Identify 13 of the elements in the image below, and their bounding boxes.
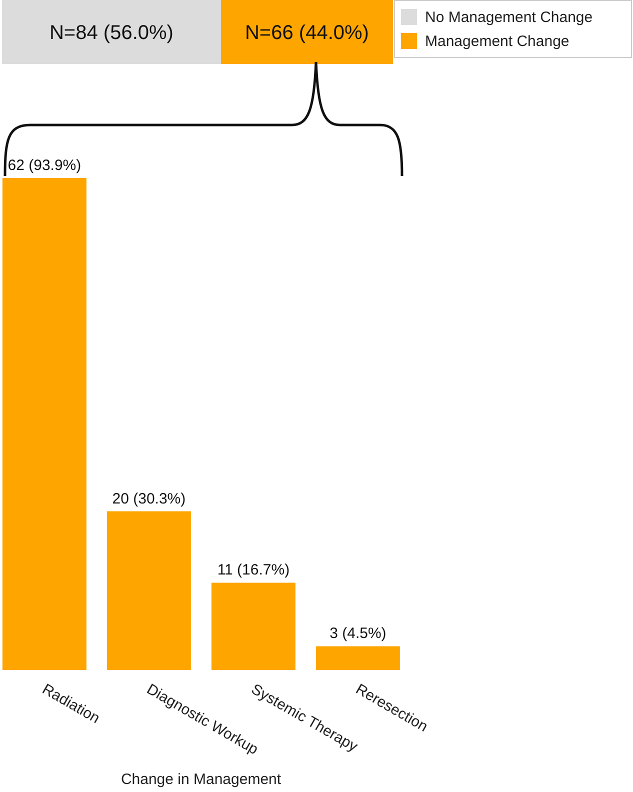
data-label: N=66 (44.0%) (244, 22, 369, 44)
legend-label: Management Change (425, 32, 570, 50)
data-label: 11 (16.7%) (217, 562, 290, 579)
bar (211, 582, 296, 670)
data-label: N=84 (56.0%) (49, 22, 174, 44)
bar (106, 511, 191, 670)
data-label: 3 (4.5%) (330, 625, 386, 642)
data-label: 62 (93.9%) (8, 157, 82, 174)
legend-label: No Management Change (425, 8, 593, 26)
x-axis-title: Change in Management (120, 771, 282, 788)
bar (2, 178, 86, 670)
data-label: 20 (30.3%) (112, 490, 186, 508)
bar (316, 646, 400, 670)
